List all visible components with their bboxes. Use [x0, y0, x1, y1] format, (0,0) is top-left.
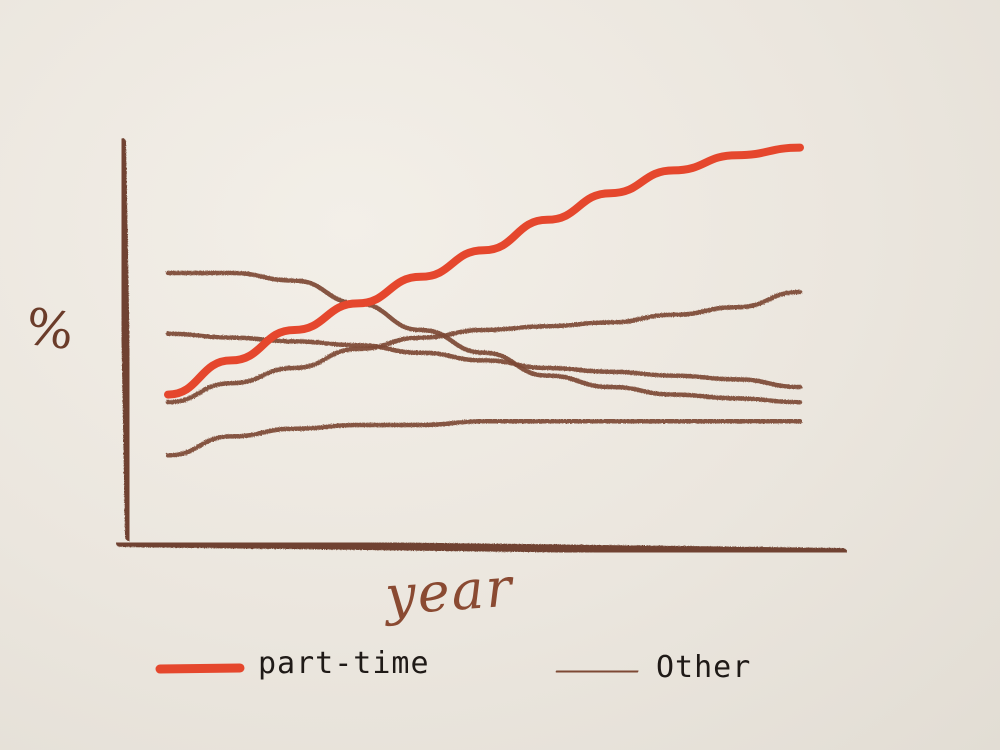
y-axis-label: % — [22, 297, 74, 361]
legend-swatch-other — [555, 668, 639, 675]
series-layer — [164, 143, 804, 458]
series-line-part-time — [164, 143, 804, 399]
series-line-other-4 — [165, 418, 803, 458]
series-line-other-3 — [165, 289, 803, 405]
y-axis — [118, 138, 133, 541]
legend-label-part-time: part-time — [258, 646, 430, 681]
x-axis-label: year — [382, 555, 516, 628]
series-line-other-1 — [165, 270, 803, 405]
x-axis — [116, 539, 847, 556]
legend-swatch-part-time — [155, 663, 245, 674]
legend-label-other: Other — [656, 650, 752, 685]
